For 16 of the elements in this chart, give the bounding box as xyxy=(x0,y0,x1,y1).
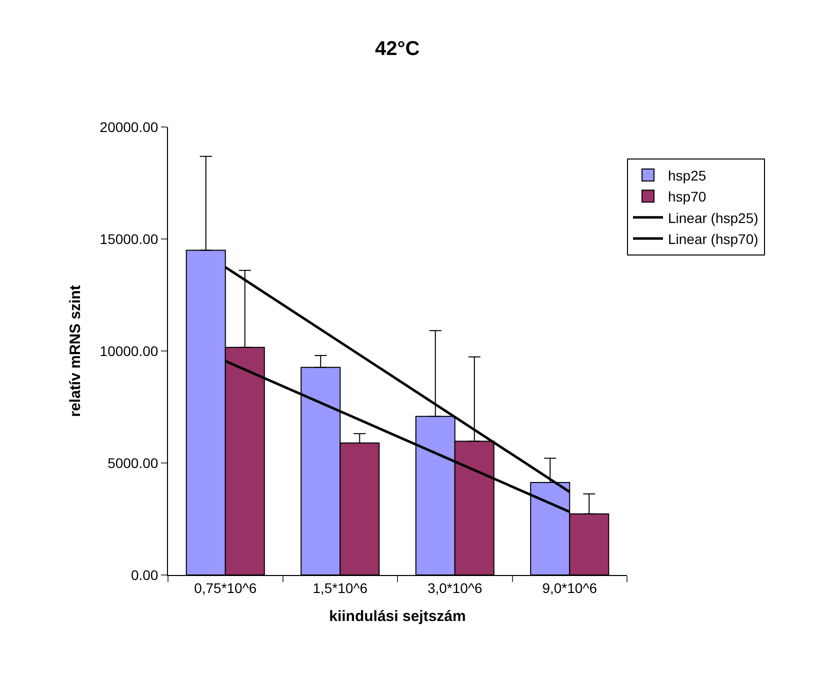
y-axis-title: relatív mRNS szint xyxy=(67,285,84,417)
legend-label: hsp25 xyxy=(668,167,706,184)
y-tick-label: 0.00 xyxy=(130,566,158,583)
y-tick-label: 5000.00 xyxy=(108,454,158,471)
chart-title: 42°C xyxy=(374,38,420,60)
legend-label: Linear (hsp25) xyxy=(668,210,758,226)
legend-label: hsp70 xyxy=(668,188,706,205)
legend-label: Linear (hsp70) xyxy=(668,231,758,248)
x-tick-label: 1,5*10^6 xyxy=(312,580,368,596)
x-tick-label: 9,0*10^6 xyxy=(542,580,598,596)
x-tick-label: 3,0*10^6 xyxy=(427,580,483,596)
x-axis-title: kiindulási sejtszám xyxy=(329,608,466,625)
y-tick-label: 10000.00 xyxy=(100,342,158,359)
y-tick-label: 20000.00 xyxy=(100,118,158,135)
x-tick-label: 0,75*10^6 xyxy=(194,580,257,596)
y-tick-label: 15000.00 xyxy=(100,230,158,247)
